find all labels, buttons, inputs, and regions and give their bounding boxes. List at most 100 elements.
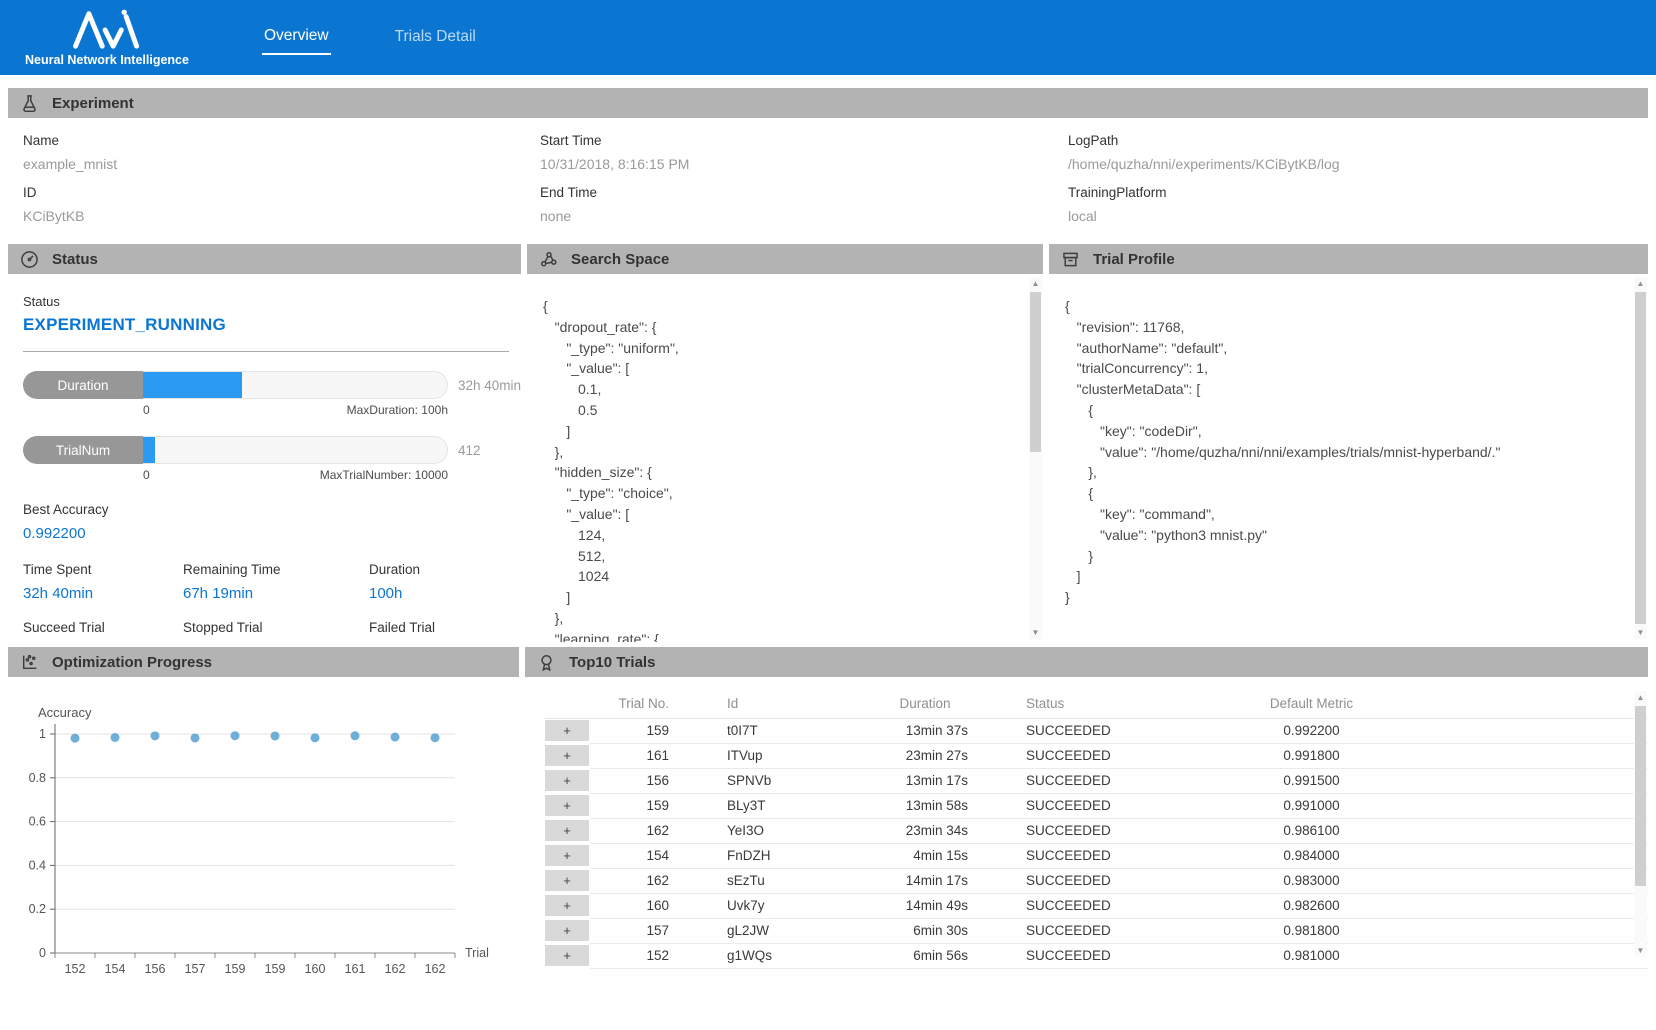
experiment-title: Experiment [52,94,134,112]
cell-status: SUCCEEDED [1000,943,1215,969]
field-label: Start Time [540,133,602,148]
stat-label: Time Spent [23,562,92,577]
cell-default-metric: 0.981000 [1215,943,1648,969]
trialnum-bar-track [143,436,448,464]
duration-progress: Duration 32h 40min [23,371,521,399]
scroll-down-icon[interactable]: ▼ [1636,946,1645,955]
trial-profile-panel: Trial Profile { "revision": 11768, "auth… [1049,244,1648,642]
top10-scrollbar[interactable]: ▲ ▼ [1634,691,1647,957]
cell-status: SUCCEEDED [1000,768,1215,794]
expand-cell: + [545,718,590,744]
svg-text:1: 1 [39,727,46,741]
stat-block: Remaining Time 67h 19min [183,562,369,602]
expand-row-button[interactable]: + [545,720,589,741]
scroll-down-icon[interactable]: ▼ [1636,628,1645,637]
expand-cell: + [545,768,590,794]
cell-trial-no: 160 [590,893,685,919]
duration-bar-fill [142,372,243,398]
search-space-section-bar: Search Space [527,244,1043,274]
expand-row-button[interactable]: + [545,845,589,866]
stat-value: 32h 40min [23,585,94,602]
cell-duration: 13min 58s [850,793,1000,819]
trialnum-bar-label: TrialNum [23,436,143,464]
svg-text:Trial: Trial [465,946,489,960]
expand-row-button[interactable]: + [545,820,589,841]
expand-row-button[interactable]: + [545,895,589,916]
cell-default-metric: 0.991500 [1215,768,1648,794]
table-row: + 157 gL2JW 6min 30s SUCCEEDED 0.981800 [545,918,1648,944]
expand-cell: + [545,918,590,944]
cell-id: BLy3T [685,793,850,819]
expand-row-button[interactable]: + [545,795,589,816]
cell-id: t0I7T [685,718,850,744]
top10-panel: Top10 Trials Trial No. Id Duration Statu… [525,647,1648,997]
svg-text:156: 156 [145,962,166,976]
scrollbar-thumb[interactable] [1635,292,1646,624]
cell-default-metric: 0.981800 [1215,918,1648,944]
top10-table: Trial No. Id Duration Status Default Met… [545,691,1648,969]
field-label: TrainingPlatform [1068,185,1167,200]
expand-row-button[interactable]: + [545,870,589,891]
cell-duration: 14min 17s [850,868,1000,894]
nni-logo-block: Neural Network Intelligence [22,8,192,67]
trial-profile-scrollbar[interactable]: ▲ ▼ [1634,277,1647,639]
status-title: Status [52,250,98,268]
search-space-panel: Search Space { "dropout_rate": { "_type"… [527,244,1043,642]
field-value: 10/31/2018, 8:16:15 PM [540,156,690,172]
scroll-up-icon[interactable]: ▲ [1636,693,1645,702]
expand-cell: + [545,793,590,819]
optimization-chart: 0 0.2 0.4 0.6 0.8 1 152 154 156 157 159 159 160 161 16… [29,724,489,976]
cell-default-metric: 0.991800 [1215,743,1648,769]
expand-cell: + [545,868,590,894]
trialnum-min: 0 [143,468,150,482]
svg-text:152: 152 [65,962,86,976]
search-space-title: Search Space [571,250,670,268]
stat-label: Stopped Trial [183,620,263,635]
svg-text:0.4: 0.4 [29,858,46,872]
brand-label: Neural Network Intelligence [25,53,189,67]
stat-block: Succeed Trial 403 [23,620,183,642]
tab-trials-detail[interactable]: Trials Detail [394,27,476,45]
cell-default-metric: 0.986100 [1215,818,1648,844]
search-space-json: { "dropout_rate": { "_type": "uniform", … [543,298,679,642]
experiment-field: TrainingPlatform local [1068,185,1648,224]
cell-duration: 14min 49s [850,893,1000,919]
table-row: + 159 t0I7T 13min 37s SUCCEEDED 0.992200 [545,718,1648,744]
cell-duration: 4min 15s [850,843,1000,869]
tab-overview[interactable]: Overview [262,21,331,55]
search-space-scrollbar[interactable]: ▲ ▼ [1029,277,1042,639]
table-row: + 156 SPNVb 13min 17s SUCCEEDED 0.991500 [545,768,1648,794]
cell-trial-no: 162 [590,868,685,894]
cell-status: SUCCEEDED [1000,893,1215,919]
field-value: KCiBytKB [23,208,85,224]
flask-icon [23,94,36,112]
cell-status: SUCCEEDED [1000,793,1215,819]
col-duration: Duration [850,691,1000,719]
table-row: + 161 ITVup 23min 27s SUCCEEDED 0.991800 [545,743,1648,769]
expand-row-button[interactable]: + [545,770,589,791]
field-label: LogPath [1068,133,1119,148]
scroll-down-icon[interactable]: ▼ [1031,628,1040,637]
scroll-up-icon[interactable]: ▲ [1636,279,1645,288]
trialnum-bar-fill [143,437,156,463]
scroll-up-icon[interactable]: ▲ [1031,279,1040,288]
scrollbar-thumb[interactable] [1030,292,1041,452]
svg-text:162: 162 [385,962,406,976]
col-id: Id [685,691,850,719]
svg-text:159: 159 [265,962,286,976]
expand-row-button[interactable]: + [545,745,589,766]
expand-row-button[interactable]: + [545,920,589,941]
experiment-status-value: EXPERIMENT_RUNNING [23,315,226,334]
status-label: Status [23,294,60,309]
expand-cell: + [545,743,590,769]
scrollbar-thumb[interactable] [1635,706,1646,886]
experiment-fields: Name example_mnist Start Time 10/31/2018… [8,118,1648,238]
expand-row-button[interactable]: + [545,945,589,966]
cell-id: SPNVb [685,768,850,794]
cell-status: SUCCEEDED [1000,818,1215,844]
optimization-section-bar: Optimization Progress [8,647,519,677]
duration-bar-value: 32h 40min [457,377,521,393]
stat-block: Stopped Trial 0 [183,620,369,642]
cell-duration: 6min 30s [850,918,1000,944]
cell-default-metric: 0.982600 [1215,893,1648,919]
